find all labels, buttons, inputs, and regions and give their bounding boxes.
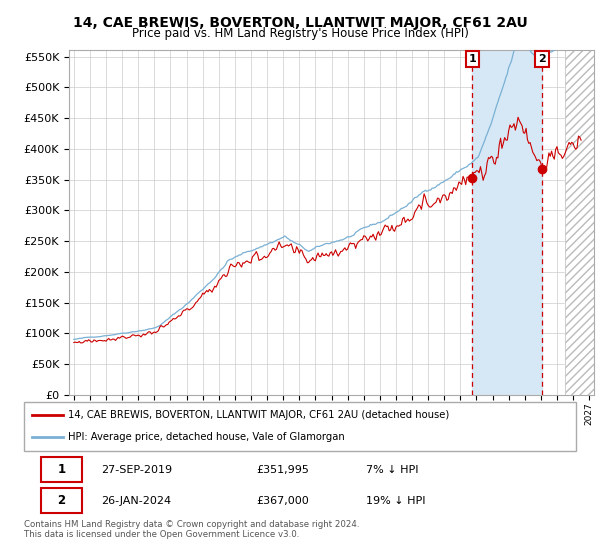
FancyBboxPatch shape bbox=[41, 488, 82, 513]
Text: 1: 1 bbox=[469, 54, 476, 64]
Text: £351,995: £351,995 bbox=[256, 465, 309, 475]
Text: 27-SEP-2019: 27-SEP-2019 bbox=[101, 465, 172, 475]
Text: 14, CAE BREWIS, BOVERTON, LLANTWIT MAJOR, CF61 2AU (detached house): 14, CAE BREWIS, BOVERTON, LLANTWIT MAJOR… bbox=[68, 410, 449, 420]
Text: £367,000: £367,000 bbox=[256, 496, 308, 506]
Text: Contains HM Land Registry data © Crown copyright and database right 2024.
This d: Contains HM Land Registry data © Crown c… bbox=[24, 520, 359, 539]
FancyBboxPatch shape bbox=[41, 458, 82, 482]
Bar bbox=[472, 50, 542, 395]
FancyBboxPatch shape bbox=[24, 402, 576, 451]
Text: 14, CAE BREWIS, BOVERTON, LLANTWIT MAJOR, CF61 2AU: 14, CAE BREWIS, BOVERTON, LLANTWIT MAJOR… bbox=[73, 16, 527, 30]
Text: 19% ↓ HPI: 19% ↓ HPI bbox=[366, 496, 426, 506]
Text: 26-JAN-2024: 26-JAN-2024 bbox=[101, 496, 172, 506]
Bar bbox=[565, 50, 600, 395]
Text: 1: 1 bbox=[57, 463, 65, 477]
Text: 2: 2 bbox=[57, 494, 65, 507]
Bar bbox=[565, 50, 600, 395]
Text: Price paid vs. HM Land Registry's House Price Index (HPI): Price paid vs. HM Land Registry's House … bbox=[131, 27, 469, 40]
Text: HPI: Average price, detached house, Vale of Glamorgan: HPI: Average price, detached house, Vale… bbox=[68, 432, 345, 442]
Text: 2: 2 bbox=[538, 54, 546, 64]
Text: 7% ↓ HPI: 7% ↓ HPI bbox=[366, 465, 419, 475]
